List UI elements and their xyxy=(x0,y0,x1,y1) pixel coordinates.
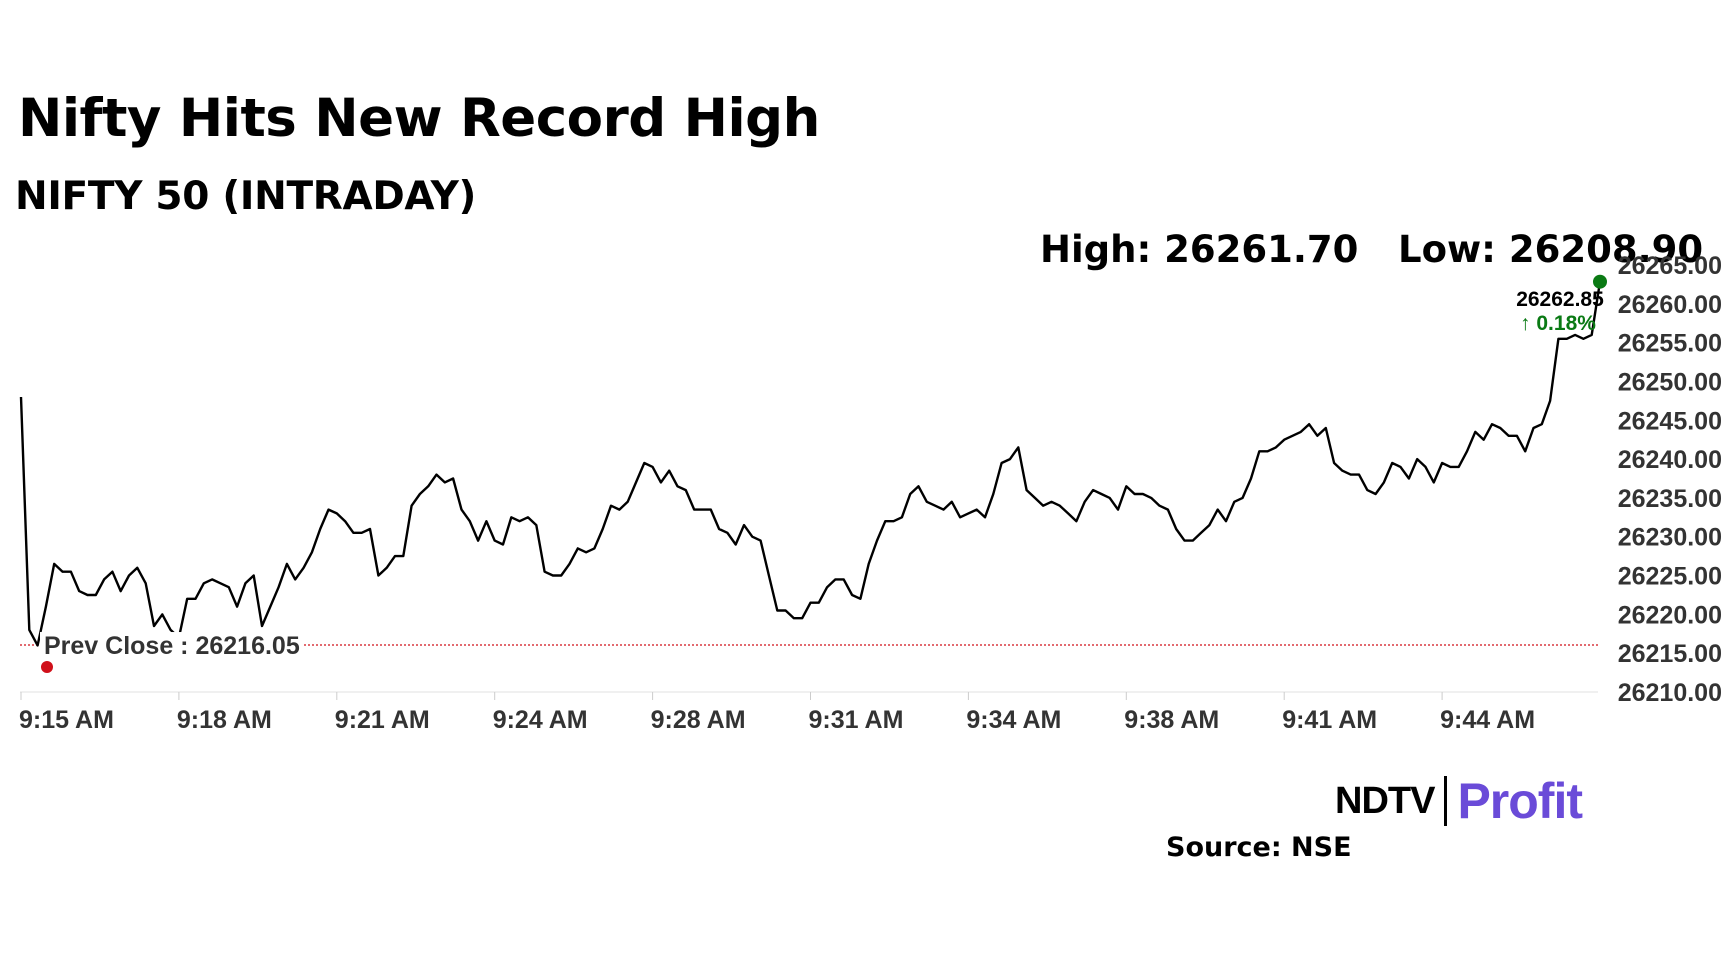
x-tick-label: 9:21 AM xyxy=(335,706,430,734)
x-tick-label: 9:41 AM xyxy=(1282,706,1377,734)
logo-profit-text: Profit xyxy=(1457,773,1583,829)
day-low-stat: Low: 26208.90 xyxy=(1398,228,1704,271)
logo-divider xyxy=(1444,776,1448,826)
y-tick-label: 26255.00 xyxy=(1618,330,1722,358)
ndtv-profit-logo: NDTV Profit xyxy=(1335,773,1583,829)
logo-ndtv-text: NDTV xyxy=(1335,779,1435,822)
prev-close-label: Prev Close : 26216.05 xyxy=(44,632,300,660)
y-tick-label: 26230.00 xyxy=(1618,524,1722,552)
x-tick-label: 9:31 AM xyxy=(809,706,904,734)
y-tick-label: 26225.00 xyxy=(1618,563,1722,591)
x-tick-label: 9:34 AM xyxy=(966,706,1061,734)
x-tick-label: 9:18 AM xyxy=(177,706,272,734)
x-tick-label: 9:44 AM xyxy=(1440,706,1535,734)
x-tick-label: 9:15 AM xyxy=(19,706,114,734)
y-tick-label: 26215.00 xyxy=(1618,640,1722,668)
y-tick-label: 26265.00 xyxy=(1618,252,1722,280)
source-note: Source: NSE xyxy=(1166,832,1352,863)
x-tick-label: 9:24 AM xyxy=(493,706,588,734)
last-price-label: 26262.85 xyxy=(1516,288,1604,311)
nifty-price-line xyxy=(19,281,1602,647)
day-high-stat: High: 26261.70 xyxy=(1040,228,1359,271)
prev-close-label-bg xyxy=(40,632,304,661)
y-tick-label: 26220.00 xyxy=(1618,601,1722,629)
x-axis-ticks: 9:15 AM 9:18 AM 9:21 AM 9:24 AM 9:28 AM 9:31 … xyxy=(19,692,1535,734)
x-tick-label: 9:38 AM xyxy=(1124,706,1219,734)
last-change-label: ↑ 0.18% xyxy=(1520,312,1596,335)
y-axis-ticks: 26265.00 26260.00 26255.00 26250.00 26245.00… xyxy=(1618,252,1722,707)
y-tick-label: 26240.00 xyxy=(1618,446,1722,474)
y-tick-label: 26260.00 xyxy=(1618,291,1722,319)
x-tick-label: 9:28 AM xyxy=(651,706,746,734)
y-tick-label: 26245.00 xyxy=(1618,407,1722,435)
last-price-marker-dot xyxy=(1593,274,1607,289)
chart-subtitle: NIFTY 50 (INTRADAY) xyxy=(15,174,477,219)
y-tick-label: 26210.00 xyxy=(1618,679,1722,707)
y-tick-label: 26250.00 xyxy=(1618,368,1722,396)
y-tick-label: 26235.00 xyxy=(1618,485,1722,513)
prev-close-marker-dot xyxy=(41,661,53,674)
chart-title: Nifty Hits New Record High xyxy=(18,88,820,149)
